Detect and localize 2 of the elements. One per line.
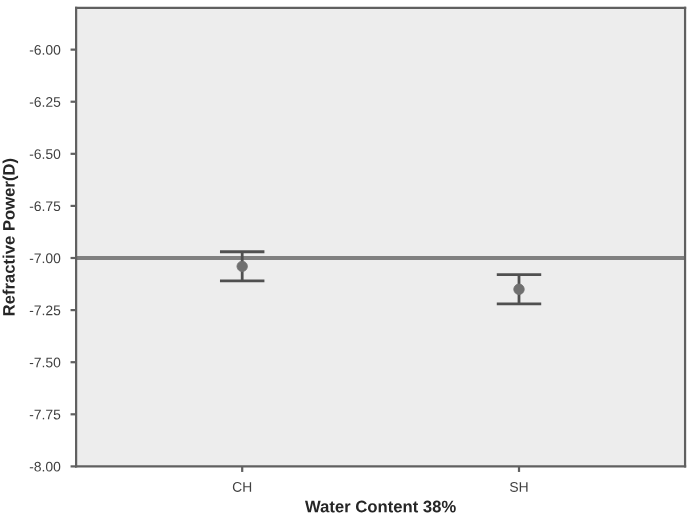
x-axis-title: Water Content 38% (305, 500, 456, 513)
y-axis-title: Refractive Power(D) (2, 158, 19, 316)
